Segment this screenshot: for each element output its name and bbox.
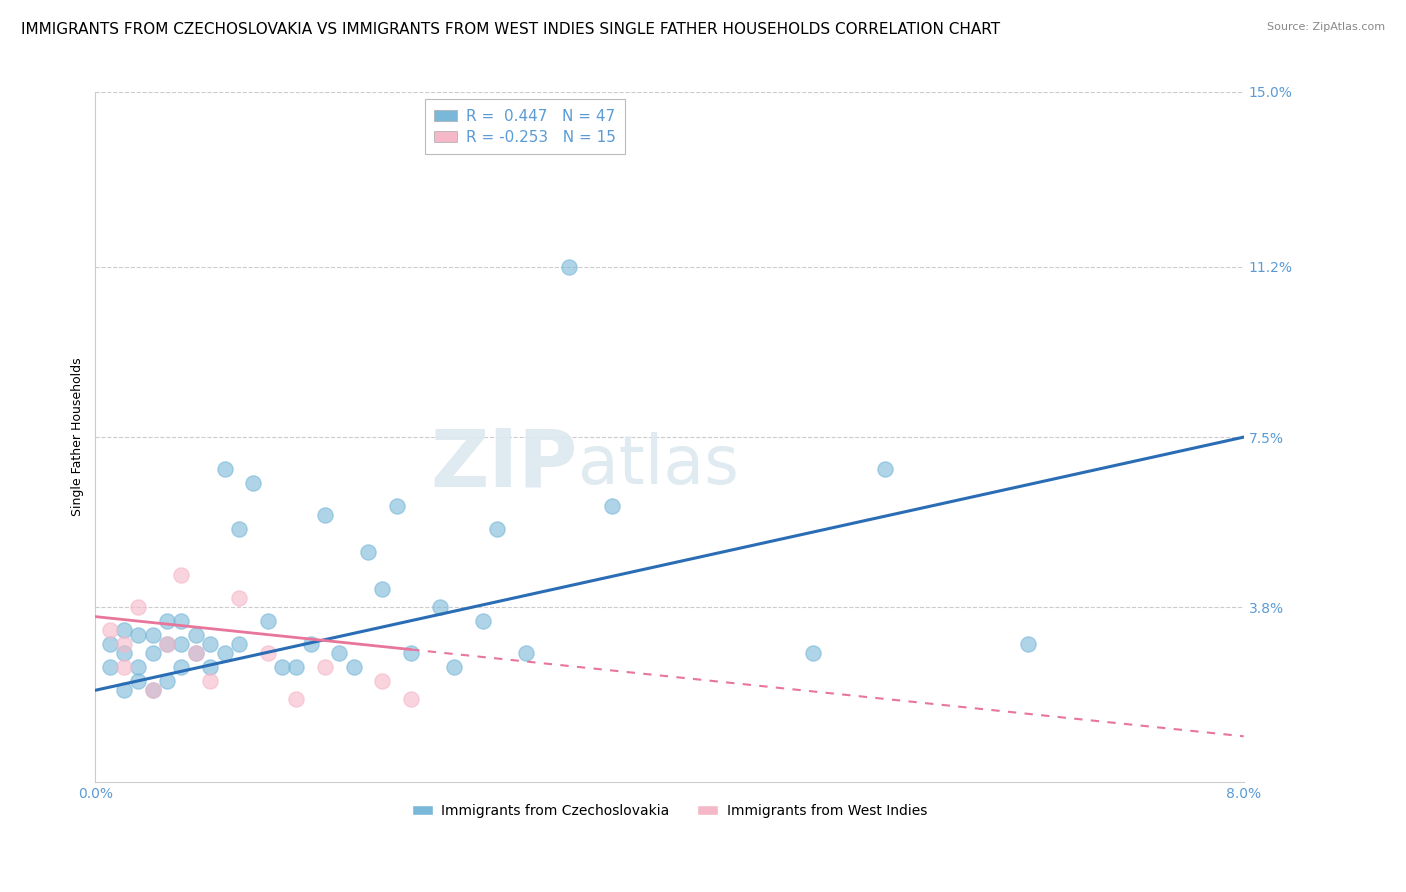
Point <box>127 600 149 615</box>
Point <box>98 637 121 651</box>
Point <box>142 628 165 642</box>
Point <box>184 647 207 661</box>
Point <box>228 522 250 536</box>
Point <box>170 660 193 674</box>
Point <box>98 660 121 674</box>
Point <box>801 647 824 661</box>
Point <box>170 568 193 582</box>
Point <box>1017 637 1039 651</box>
Point <box>127 628 149 642</box>
Point <box>198 660 221 674</box>
Point <box>357 545 380 559</box>
Point <box>256 614 278 628</box>
Point <box>142 647 165 661</box>
Point <box>256 647 278 661</box>
Point <box>156 674 179 689</box>
Point <box>228 591 250 606</box>
Point <box>299 637 322 651</box>
Point <box>343 660 366 674</box>
Point <box>371 582 394 596</box>
Point <box>385 499 408 513</box>
Point <box>112 647 135 661</box>
Text: Source: ZipAtlas.com: Source: ZipAtlas.com <box>1267 22 1385 32</box>
Point <box>271 660 294 674</box>
Point <box>112 660 135 674</box>
Point <box>228 637 250 651</box>
Point <box>127 674 149 689</box>
Point <box>184 647 207 661</box>
Point <box>242 476 264 491</box>
Text: IMMIGRANTS FROM CZECHOSLOVAKIA VS IMMIGRANTS FROM WEST INDIES SINGLE FATHER HOUS: IMMIGRANTS FROM CZECHOSLOVAKIA VS IMMIGR… <box>21 22 1000 37</box>
Point <box>112 637 135 651</box>
Point <box>558 260 581 274</box>
Point <box>600 499 623 513</box>
Point <box>142 683 165 698</box>
Point <box>214 647 236 661</box>
Text: atlas: atlas <box>578 432 738 498</box>
Point <box>170 614 193 628</box>
Point <box>112 624 135 638</box>
Point <box>156 637 179 651</box>
Point <box>98 624 121 638</box>
Point <box>314 508 336 523</box>
Point <box>198 637 221 651</box>
Point <box>112 683 135 698</box>
Point <box>184 628 207 642</box>
Point <box>371 674 394 689</box>
Point <box>328 647 350 661</box>
Point <box>429 600 451 615</box>
Point <box>198 674 221 689</box>
Point <box>127 660 149 674</box>
Point <box>314 660 336 674</box>
Point <box>486 522 509 536</box>
Point <box>515 647 537 661</box>
Point <box>399 647 422 661</box>
Point <box>285 660 308 674</box>
Point <box>399 692 422 706</box>
Point <box>156 614 179 628</box>
Point <box>873 462 896 476</box>
Legend: Immigrants from Czechoslovakia, Immigrants from West Indies: Immigrants from Czechoslovakia, Immigran… <box>406 798 932 823</box>
Point <box>471 614 494 628</box>
Point <box>156 637 179 651</box>
Text: ZIP: ZIP <box>430 425 578 504</box>
Point <box>214 462 236 476</box>
Point <box>170 637 193 651</box>
Point <box>285 692 308 706</box>
Point <box>443 660 465 674</box>
Point <box>142 683 165 698</box>
Y-axis label: Single Father Households: Single Father Households <box>72 358 84 516</box>
